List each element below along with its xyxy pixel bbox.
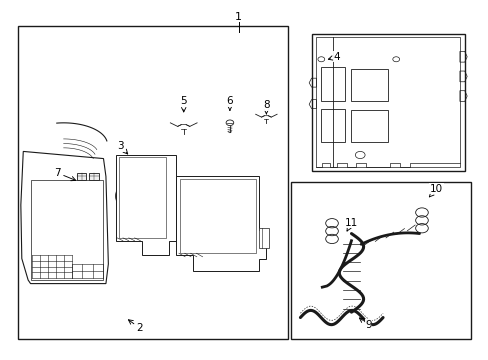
Bar <box>311 33 464 171</box>
Text: 2: 2 <box>128 320 143 333</box>
Bar <box>119 157 165 238</box>
Bar <box>321 67 344 102</box>
Bar <box>89 173 99 180</box>
Bar <box>351 111 387 143</box>
Text: 7: 7 <box>54 168 76 181</box>
Text: 1: 1 <box>235 13 242 22</box>
Bar <box>321 109 344 143</box>
Bar <box>316 37 459 167</box>
Text: 11: 11 <box>344 218 357 231</box>
Text: 4: 4 <box>327 52 340 62</box>
Polygon shape <box>116 155 176 255</box>
Polygon shape <box>459 91 466 102</box>
Text: 3: 3 <box>117 141 127 154</box>
Text: 5: 5 <box>180 96 186 112</box>
Polygon shape <box>459 71 466 82</box>
Bar <box>77 173 86 180</box>
Bar <box>351 69 387 102</box>
Text: 9: 9 <box>359 318 371 330</box>
Text: 10: 10 <box>428 184 442 197</box>
Bar <box>180 179 255 253</box>
Bar <box>259 228 268 248</box>
Polygon shape <box>308 78 316 87</box>
Text: 6: 6 <box>226 96 233 110</box>
Polygon shape <box>308 100 316 109</box>
Polygon shape <box>21 152 108 284</box>
Bar <box>290 182 469 339</box>
Bar <box>30 180 102 280</box>
Bar <box>19 26 287 339</box>
Text: 8: 8 <box>263 100 269 114</box>
Polygon shape <box>176 176 266 271</box>
Polygon shape <box>459 51 466 62</box>
